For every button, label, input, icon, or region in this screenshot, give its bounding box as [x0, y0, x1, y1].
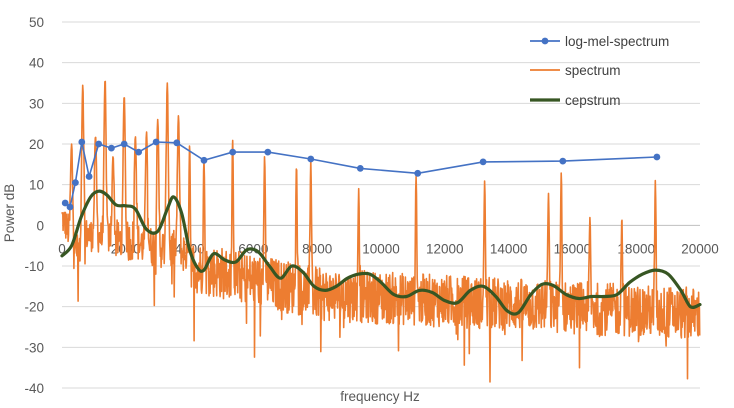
log-mel-point — [200, 156, 208, 164]
legend-marker — [541, 37, 549, 45]
x-tick-label: 16000 — [554, 241, 592, 256]
x-axis-ticks: 0 2000 4000 6000 8000 10000 12000 14000 16000 180… — [58, 241, 719, 256]
log-mel-point — [307, 155, 315, 163]
legend-item-cepstrum: cepstrum — [530, 93, 621, 108]
log-mel-point — [653, 153, 661, 161]
y-tick-label: -40 — [24, 381, 44, 396]
legend-label: log-mel-spectrum — [565, 34, 669, 49]
x-tick-label: 12000 — [426, 241, 464, 256]
y-tick-label: 0 — [36, 218, 44, 233]
legend-label: spectrum — [565, 63, 621, 78]
y-tick-label: 20 — [29, 137, 44, 152]
log-mel-point — [66, 203, 74, 211]
x-tick-label: 18000 — [617, 241, 655, 256]
log-mel-point — [229, 148, 237, 156]
y-tick-label: 50 — [29, 15, 44, 30]
y-tick-label: -20 — [24, 300, 44, 315]
x-tick-label: 0 — [58, 241, 66, 256]
x-tick-label: 8000 — [302, 241, 332, 256]
series-spectrum — [61, 80, 701, 383]
x-axis-title: frequency Hz — [340, 389, 420, 404]
log-mel-point — [264, 148, 272, 156]
y-tick-label: 40 — [29, 56, 44, 71]
log-mel-point — [135, 148, 143, 156]
log-mel-point — [72, 179, 79, 187]
log-mel-point — [108, 144, 115, 152]
x-tick-label: 20000 — [681, 241, 719, 256]
log-mel-point — [78, 138, 86, 146]
log-mel-point — [173, 139, 181, 147]
legend-label: cepstrum — [565, 93, 621, 108]
log-mel-point — [85, 173, 93, 180]
y-axis-title: Power dB — [2, 184, 17, 243]
x-tick-label: 10000 — [362, 241, 400, 256]
legend-item-spectrum: spectrum — [530, 63, 621, 78]
series-log-mel-spectrum — [61, 138, 661, 211]
legend-item-log-mel-spectrum: log-mel-spectrum — [530, 34, 669, 49]
log-mel-point — [356, 165, 364, 172]
y-tick-label: -10 — [24, 259, 44, 274]
log-mel-point — [479, 158, 487, 166]
y-axis-ticks: -40 -30 -20 -10 0 10 20 30 40 50 — [24, 15, 44, 396]
series-cepstrum — [60, 189, 702, 316]
log-mel-point — [152, 138, 160, 146]
log-mel-spectrum-line — [64, 141, 657, 209]
log-mel-point — [120, 140, 128, 148]
log-mel-point — [95, 140, 103, 148]
legend: log-mel-spectrum spectrum cepstrum — [530, 34, 669, 108]
y-tick-label: 30 — [29, 96, 44, 111]
log-mel-point — [559, 157, 567, 165]
y-tick-label: 10 — [29, 178, 44, 193]
x-tick-label: 14000 — [490, 241, 528, 256]
log-mel-point — [61, 199, 69, 207]
cepstrum-line — [60, 189, 702, 316]
y-tick-label: -30 — [24, 340, 44, 355]
spectrum-line — [61, 80, 701, 383]
log-mel-point — [414, 169, 422, 177]
